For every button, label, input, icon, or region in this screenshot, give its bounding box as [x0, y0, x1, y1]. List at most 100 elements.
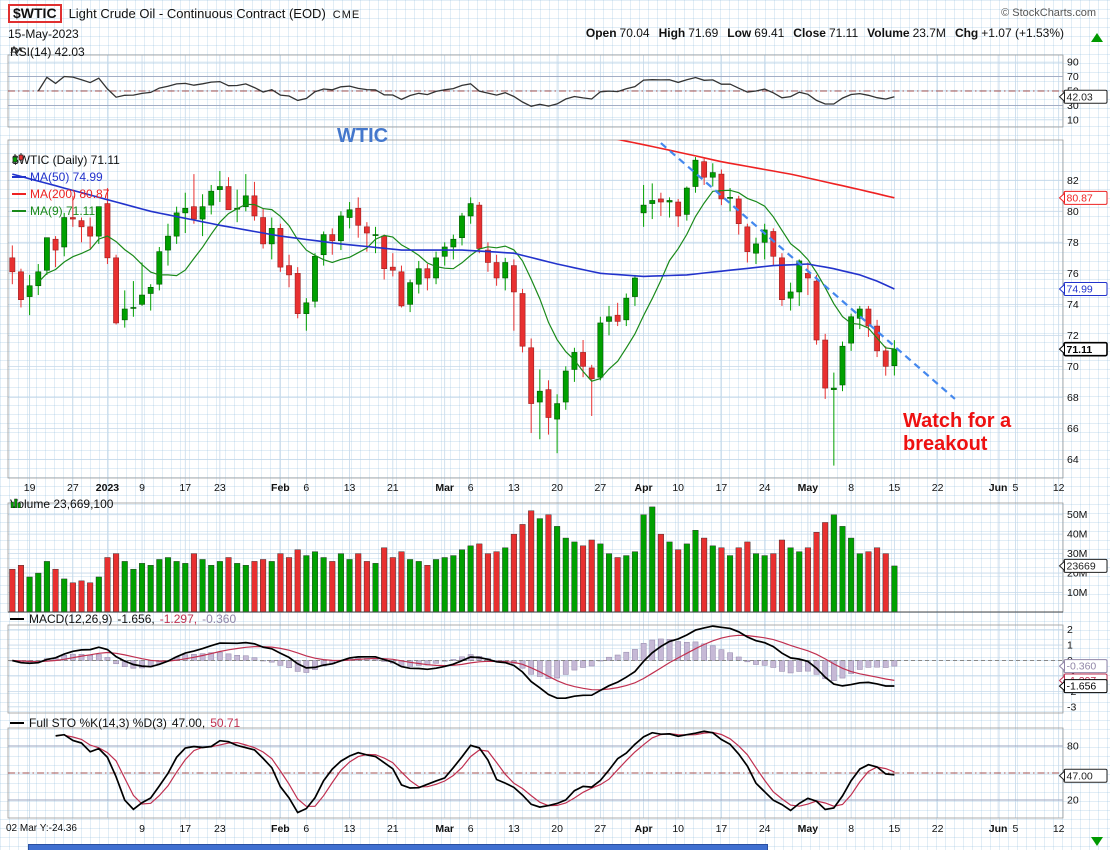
sto-value-d: 50.71 — [210, 716, 241, 730]
svg-text:10: 10 — [672, 482, 684, 494]
quote-close: Close 71.11 — [793, 26, 858, 40]
quote-close-value: 71.11 — [828, 26, 859, 40]
svg-text:Jun: Jun — [989, 482, 1008, 494]
quote-open-label: Open — [585, 26, 617, 40]
svg-text:72: 72 — [1067, 330, 1079, 342]
price-title-row: $WTIC (Daily) 71.11 — [12, 153, 120, 167]
quote-change-label: Chg — [954, 26, 979, 40]
svg-text:17: 17 — [716, 823, 728, 835]
quote-high-label: High — [658, 26, 686, 40]
svg-text:6: 6 — [303, 823, 309, 835]
svg-text:64: 64 — [1067, 454, 1079, 466]
volume-bars-icon — [10, 498, 21, 508]
svg-text:-3: -3 — [1067, 701, 1076, 713]
svg-text:15: 15 — [889, 823, 901, 835]
copyright-label: © StockCharts.com — [1001, 7, 1096, 19]
svg-text:5: 5 — [1013, 823, 1019, 835]
rsi-legend: RSI(14) 42.03 — [10, 45, 85, 59]
svg-text:May: May — [798, 482, 819, 494]
svg-text:80: 80 — [1067, 741, 1079, 753]
svg-text:Mar: Mar — [435, 823, 454, 835]
ma50-line-icon — [12, 176, 26, 178]
svg-text:21: 21 — [387, 482, 399, 494]
svg-text:2023: 2023 — [96, 482, 120, 494]
ma200-label: MA(200) 80.87 — [30, 187, 110, 201]
svg-text:6: 6 — [468, 823, 474, 835]
svg-text:1: 1 — [1067, 640, 1073, 652]
quote-high: High 71.69 — [659, 26, 719, 40]
volume-label: Volume 23,669,100 — [10, 497, 114, 511]
svg-text:13: 13 — [508, 823, 520, 835]
svg-text:27: 27 — [595, 823, 607, 835]
svg-text:27: 27 — [67, 482, 79, 494]
svg-text:12: 12 — [1053, 482, 1065, 494]
quote-change-value: +1.07 (+1.53%) — [981, 26, 1064, 40]
svg-text:23: 23 — [214, 823, 226, 835]
rsi-zigzag-icon — [10, 45, 23, 55]
rsi-panel — [8, 75, 1063, 107]
svg-text:12: 12 — [1053, 823, 1065, 835]
ma9-label: MA(9) 71.11 — [30, 204, 96, 218]
svg-text:42.03: 42.03 — [1067, 91, 1093, 103]
ma50-label: MA(50) 74.99 — [30, 170, 103, 184]
svg-text:27: 27 — [595, 482, 607, 494]
svg-text:22: 22 — [932, 482, 944, 494]
svg-text:68: 68 — [1067, 392, 1079, 404]
svg-text:22: 22 — [932, 823, 944, 835]
svg-text:13: 13 — [344, 482, 356, 494]
svg-text:78: 78 — [1067, 237, 1079, 249]
svg-text:70: 70 — [1067, 71, 1079, 83]
svg-text:40M: 40M — [1067, 529, 1087, 541]
sto-label: Full STO %K(14,3) %D(3) — [29, 716, 167, 730]
y-axis-labels: 90705030108280787674727068666450M40M30M2… — [1067, 57, 1087, 807]
rsi-label: RSI(14) 42.03 — [10, 45, 85, 59]
svg-text:24: 24 — [759, 482, 771, 494]
status-bar: 02 Mar Y:-24.36 — [6, 823, 77, 834]
quote-low-label: Low — [727, 26, 752, 40]
quote-open-value: 70.04 — [619, 26, 650, 40]
svg-text:Jun: Jun — [989, 823, 1008, 835]
svg-text:May: May — [798, 823, 819, 835]
candlestick-icon — [12, 153, 24, 164]
scroll-down-arrow-icon[interactable] — [1091, 837, 1103, 846]
chart-date: 15-May-2023 — [8, 27, 79, 41]
svg-text:47.00: 47.00 — [1067, 770, 1093, 782]
price-legend: $WTIC (Daily) 71.11 MA(50) 74.99 MA(200)… — [12, 153, 120, 221]
svg-text:24: 24 — [759, 823, 771, 835]
quote-volume-value: 23.7M — [912, 26, 946, 40]
svg-text:50M: 50M — [1067, 509, 1087, 521]
sto-legend: Full STO %K(14,3) %D(3) 47.00, 50.71 — [10, 716, 240, 730]
breakout-note: Watch for a breakout — [903, 410, 1011, 456]
scroll-up-arrow-icon[interactable] — [1091, 33, 1103, 42]
breakout-note-line1: Watch for a — [903, 410, 1012, 432]
axis-value-boxes: 42.0380.8774.9971.1123669-0.360-1.297-1.… — [1058, 89, 1108, 783]
exchange-label: CME — [332, 9, 361, 21]
quote-low: Low 69.41 — [727, 26, 784, 40]
macd-value-hist: -0.360 — [202, 612, 237, 626]
svg-text:82: 82 — [1067, 175, 1079, 187]
svg-text:76: 76 — [1067, 268, 1079, 280]
svg-text:80: 80 — [1067, 206, 1079, 218]
macd-panel — [8, 625, 1063, 700]
macd-value-signal: -1.297, — [159, 612, 198, 626]
x-axis-bottom: 9 17 23 Feb 6 13 21 Mar 6 13 20 27 Apr 10 17 24 May 8 15 22… — [139, 823, 1065, 835]
quote-high-value: 71.69 — [688, 26, 719, 40]
svg-text:21: 21 — [387, 823, 399, 835]
svg-text:19: 19 — [24, 482, 36, 494]
symbol-badge: $WTIC — [8, 4, 62, 23]
horizontal-scrollbar-thumb[interactable] — [28, 844, 768, 850]
svg-text:20: 20 — [551, 482, 563, 494]
quote-volume: Volume 23.7M — [867, 26, 946, 40]
svg-text:6: 6 — [303, 482, 309, 494]
instrument-name: Light Crude Oil - Continuous Contract (E… — [68, 6, 326, 21]
svg-text:66: 66 — [1067, 423, 1079, 435]
quote-volume-label: Volume — [867, 26, 910, 40]
ma9-row: MA(9) 71.11 — [12, 204, 120, 218]
svg-text:23669: 23669 — [1067, 561, 1096, 573]
header-line1: $WTIC Light Crude Oil - Continuous Contr… — [8, 4, 360, 23]
price-title: $WTIC (Daily) 71.11 — [12, 153, 120, 167]
svg-text:70: 70 — [1067, 361, 1079, 373]
svg-text:13: 13 — [508, 482, 520, 494]
macd-value-line: -1.656, — [117, 612, 155, 626]
